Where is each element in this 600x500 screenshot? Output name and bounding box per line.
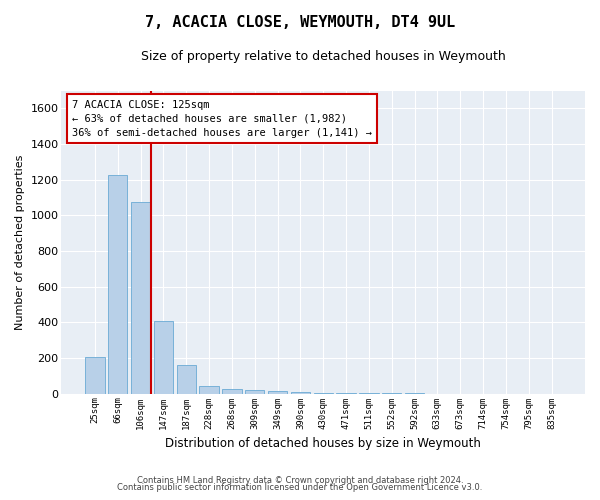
Bar (176, 365, 196, 394)
Bar (268, 391, 287, 394)
Bar (245, 390, 265, 394)
Text: 7 ACACIA CLOSE: 125sqm
← 63% of detached houses are smaller (1,982)
36% of semi-: 7 ACACIA CLOSE: 125sqm ← 63% of detached… (72, 100, 372, 138)
Title: Size of property relative to detached houses in Weymouth: Size of property relative to detached ho… (141, 50, 506, 63)
Bar (199, 386, 219, 394)
Bar (337, 393, 356, 394)
Bar (108, 175, 127, 394)
Bar (154, 320, 173, 394)
Text: Contains HM Land Registry data © Crown copyright and database right 2024.: Contains HM Land Registry data © Crown c… (137, 476, 463, 485)
Bar (85, 358, 104, 394)
Y-axis label: Number of detached properties: Number of detached properties (15, 154, 25, 330)
Bar (131, 202, 151, 394)
Bar (222, 389, 242, 394)
Text: 7, ACACIA CLOSE, WEYMOUTH, DT4 9UL: 7, ACACIA CLOSE, WEYMOUTH, DT4 9UL (145, 15, 455, 30)
Bar (291, 392, 310, 394)
Text: Contains public sector information licensed under the Open Government Licence v3: Contains public sector information licen… (118, 484, 482, 492)
Bar (314, 392, 333, 394)
X-axis label: Distribution of detached houses by size in Weymouth: Distribution of detached houses by size … (165, 437, 481, 450)
